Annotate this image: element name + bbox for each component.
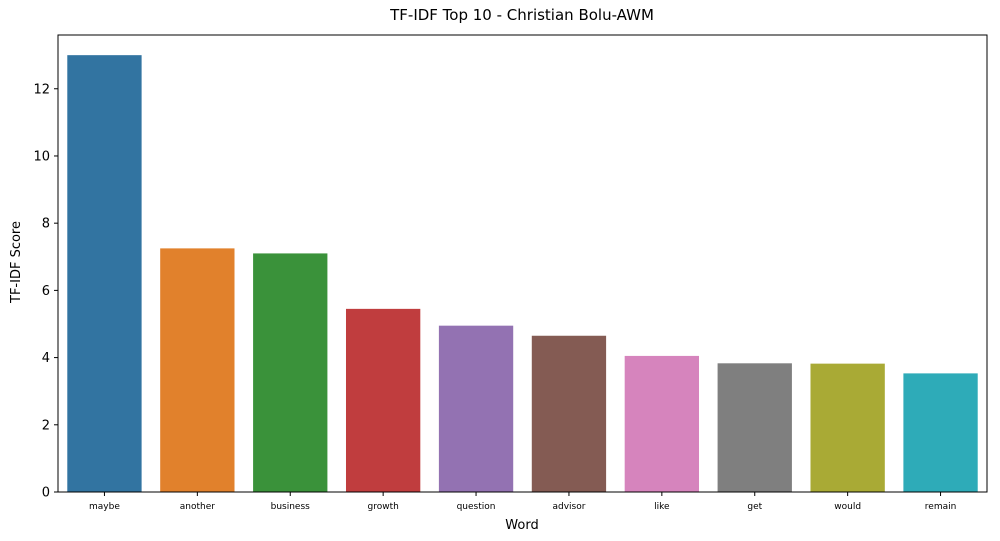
bar-growth [345,308,421,492]
y-tick-label: 4 [42,351,50,366]
bar-like [624,355,700,492]
x-tick-label: would [834,502,861,512]
plot-area: 0 2 4 6 8 10 12 maybe another business growth quest… [33,34,988,512]
y-tick-label: 8 [42,217,50,232]
y-tick-label: 2 [42,418,50,433]
y-tick-label: 12 [33,82,50,97]
plot-frame [57,34,988,493]
x-tick-label: get [747,502,762,512]
x-tick-label: another [180,502,215,512]
y-tick-label: 0 [42,486,50,501]
x-tick-label: remain [925,502,957,512]
bar-maybe [67,55,142,492]
y-axis-label: TF-IDF Score [9,221,24,304]
x-tick-label: maybe [89,502,120,512]
x-tick-label: question [457,502,496,512]
x-tick-label: growth [367,502,398,512]
bar-another [160,248,235,492]
bar-question [438,325,514,492]
bar-would [810,363,885,492]
y-tick-label: 10 [33,149,50,164]
bar-advisor [531,335,607,492]
y-tick-label: 6 [42,284,50,299]
bar-business [253,253,328,492]
x-axis-label: Word [505,518,538,533]
bar-remain [903,373,978,492]
x-tick-label: business [271,502,311,512]
bar-get [717,363,792,492]
chart-title: TF-IDF Top 10 - Christian Bolu-AWM [389,6,654,24]
x-tick-label: like [654,502,670,512]
x-tick-label: advisor [552,502,585,512]
